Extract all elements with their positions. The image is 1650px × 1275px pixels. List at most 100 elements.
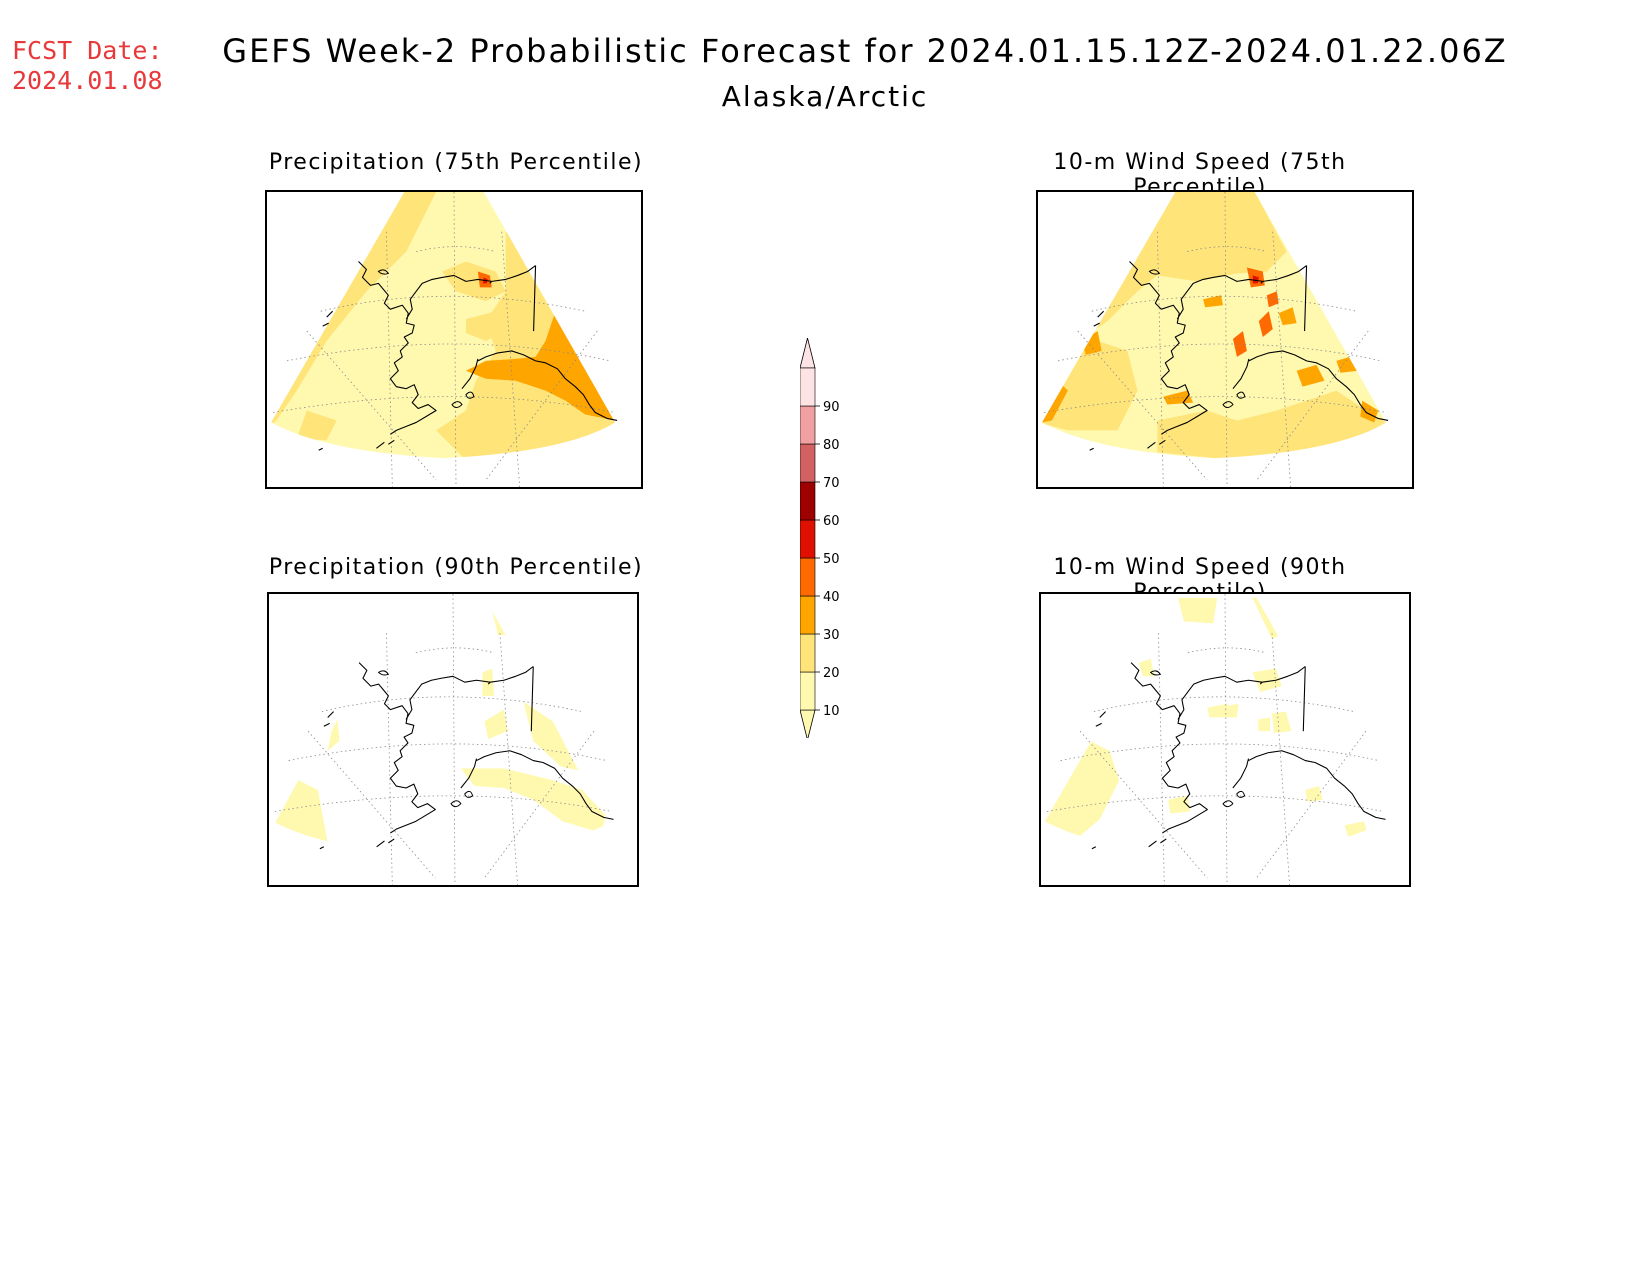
- wind90-coastline: [1091, 662, 1386, 850]
- colorbar-swatch-20: [799, 633, 816, 673]
- colorbar-bottom-tip: [799, 709, 816, 741]
- precip90-contour-7: [274, 780, 328, 843]
- wind90-map-svg: [1041, 594, 1409, 885]
- map-panel-wind75: [1036, 190, 1414, 489]
- precip75-graticule-4: [416, 246, 496, 252]
- map-panel-precip75: [265, 190, 643, 489]
- precip75-graticule-8: [306, 330, 437, 481]
- wind75-islands: [1148, 269, 1246, 409]
- colorbar-label-40: 40: [823, 590, 840, 605]
- colorbar-label-30: 30: [823, 628, 840, 643]
- colorbar-swatch-70: [799, 443, 816, 483]
- precip90-contour-3: [484, 709, 508, 740]
- wind75-graticule-2: [1057, 343, 1382, 362]
- precip75-sector-mask: [267, 192, 641, 487]
- precip90-islands: [377, 670, 474, 808]
- colorbar-label-70: 70: [823, 476, 840, 491]
- wind75-contour-16: [1266, 291, 1279, 308]
- colorbar-swatch-10: [799, 671, 816, 711]
- colorbar-top-tip: [799, 337, 816, 369]
- wind90-graticule-1: [1093, 696, 1355, 712]
- wind90-contour-7: [1258, 717, 1271, 732]
- wind90-contour-4: [1207, 703, 1229, 718]
- wind75-graticule-4: [1187, 246, 1267, 252]
- precip90-sector-mask: [269, 594, 637, 885]
- colorbar-label-10: 10: [823, 704, 840, 719]
- forecast-date-label: FCST Date: 2024.01.08: [12, 36, 163, 96]
- colorbar-swatch-60: [799, 481, 816, 521]
- colorbar-swatch-80: [799, 405, 816, 445]
- precip75-map-svg: [267, 192, 641, 487]
- colorbar-label-90: 90: [823, 400, 840, 415]
- wind75-contour-3: [1157, 390, 1387, 459]
- precip90-coastline: [319, 662, 614, 850]
- colorbar-swatch-40: [799, 557, 816, 597]
- wind75-graticule-1: [1091, 295, 1357, 312]
- colorbar-label-50: 50: [823, 552, 840, 567]
- panel-title-precip75: Precipitation (75th Percentile): [268, 150, 644, 175]
- precip75-graticule-6: [453, 192, 457, 487]
- colorbar-swatch-30: [799, 595, 816, 635]
- colorbar-label-20: 20: [823, 666, 840, 681]
- precip90-contour-1: [490, 603, 508, 636]
- wind75-contour-8: [1296, 364, 1325, 387]
- wind75-contour-14: [1258, 311, 1273, 338]
- wind75-contour-11: [1203, 295, 1224, 308]
- wind75-graticule-8: [1077, 330, 1208, 481]
- precip90-graticule-3: [274, 795, 612, 812]
- wind90-graticule-8: [1079, 730, 1208, 879]
- region-subtitle: Alaska/Arctic: [721, 80, 929, 113]
- precip90-graticule-7: [499, 633, 518, 885]
- wind75-contour-12: [1278, 307, 1297, 326]
- precip75-graticule-1: [320, 295, 586, 312]
- wind75-contour-5: [1041, 380, 1068, 423]
- wind75-contour-10: [1360, 400, 1379, 423]
- precip75-graticule-2: [286, 343, 611, 362]
- colorbar-svg: 10 20 30 40 50 60 70 80 90: [799, 337, 840, 741]
- precip75-coastline: [318, 261, 618, 451]
- wind75-graticule-3: [1043, 396, 1387, 413]
- wind75-contour-2: [1041, 192, 1287, 423]
- wind75-coastline: [1089, 261, 1389, 451]
- wind90-graticule-4: [1187, 647, 1267, 654]
- map-panel-wind90: [1039, 592, 1411, 887]
- precip90-graticule-6: [452, 594, 456, 885]
- colorbar-swatch-90: [799, 367, 816, 407]
- wind90-sector-mask: [1041, 594, 1409, 885]
- wind90-graticule-6: [1224, 594, 1228, 885]
- wind90-graticule-5: [1158, 633, 1165, 885]
- precip75-graticule-3: [272, 396, 616, 413]
- precip75-contour-5: [465, 311, 506, 341]
- wind90-contour-6: [1271, 711, 1292, 734]
- colorbar: 10 20 30 40 50 60 70 80 90: [799, 337, 880, 741]
- main-title: GEFS Week-2 Probabilistic Forecast for 2…: [222, 32, 1508, 70]
- precip75-contour-7: [465, 311, 616, 421]
- main-title-wrap: GEFS Week-2 Probabilistic Forecast for 2…: [0, 32, 1650, 70]
- colorbar-label-80: 80: [823, 438, 840, 453]
- wind75-map-svg: [1038, 192, 1412, 487]
- fcst-date-caption: FCST Date:: [12, 36, 163, 65]
- precip90-contour-4: [523, 701, 579, 771]
- precip75-islands: [377, 269, 475, 409]
- wind90-contour-10: [1305, 786, 1323, 802]
- map-panel-precip90: [267, 592, 639, 887]
- precip75-contour-4: [442, 261, 506, 302]
- wind75-contour-15: [1232, 331, 1247, 357]
- precip90-graticule-1: [321, 696, 583, 712]
- wind90-contour-5: [1226, 703, 1239, 718]
- wind75-sector-mask: [1038, 192, 1412, 487]
- panel-title-precip90: Precipitation (90th Percentile): [268, 555, 644, 580]
- precip90-graticule-5: [386, 633, 393, 885]
- wind90-contour-3: [1252, 668, 1282, 692]
- precip75-contour-6: [296, 410, 337, 441]
- precip90-contour-6: [327, 719, 340, 751]
- wind90-graticule-3: [1046, 795, 1384, 812]
- wind75-contour-17: [1252, 275, 1259, 284]
- wind90-contour-12: [1044, 740, 1120, 839]
- wind90-graticule-2: [1060, 743, 1379, 761]
- colorbar-swatch-50: [799, 519, 816, 559]
- fcst-date-value: 2024.01.08: [12, 66, 163, 95]
- wind90-contour-1: [1178, 597, 1218, 624]
- precip90-contour-5: [460, 768, 606, 834]
- precip75-contour-2: [270, 192, 437, 423]
